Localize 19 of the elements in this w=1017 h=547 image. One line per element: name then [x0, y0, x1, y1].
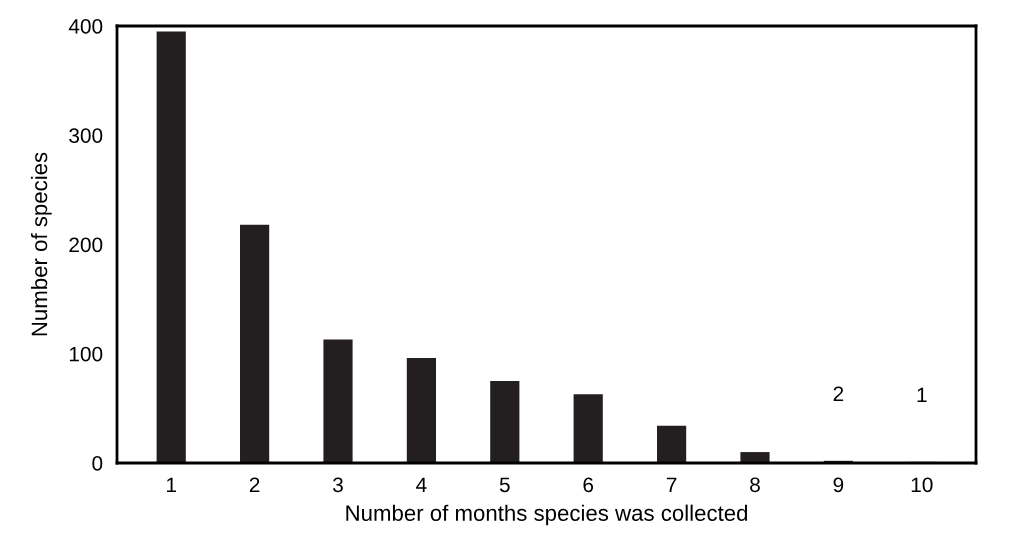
- x-tick-label: 7: [666, 477, 677, 492]
- y-tick-label: 200: [69, 237, 103, 253]
- x-tick-label: 6: [583, 477, 594, 493]
- x-tick-label: 10: [911, 477, 933, 493]
- x-tick-label: 5: [499, 477, 510, 493]
- data-label: 1: [917, 387, 927, 403]
- y-tick-label: 0: [92, 456, 103, 471]
- y-tick-label: 100: [69, 346, 103, 362]
- x-tick-label: 2: [249, 477, 260, 492]
- y-axis-title: Number of species: [30, 152, 52, 336]
- y-tick-label: 300: [69, 128, 103, 143]
- y-tick-label: 400: [68, 19, 103, 34]
- x-tick-label: 3: [333, 477, 343, 493]
- x-tick-label: 8: [750, 477, 760, 493]
- x-axis-title: Number of months species was collected: [346, 504, 748, 526]
- x-tick-label: 4: [416, 477, 427, 492]
- data-label: 2: [833, 386, 844, 401]
- x-tick-label: 1: [167, 477, 176, 492]
- x-tick-label: 9: [833, 477, 844, 493]
